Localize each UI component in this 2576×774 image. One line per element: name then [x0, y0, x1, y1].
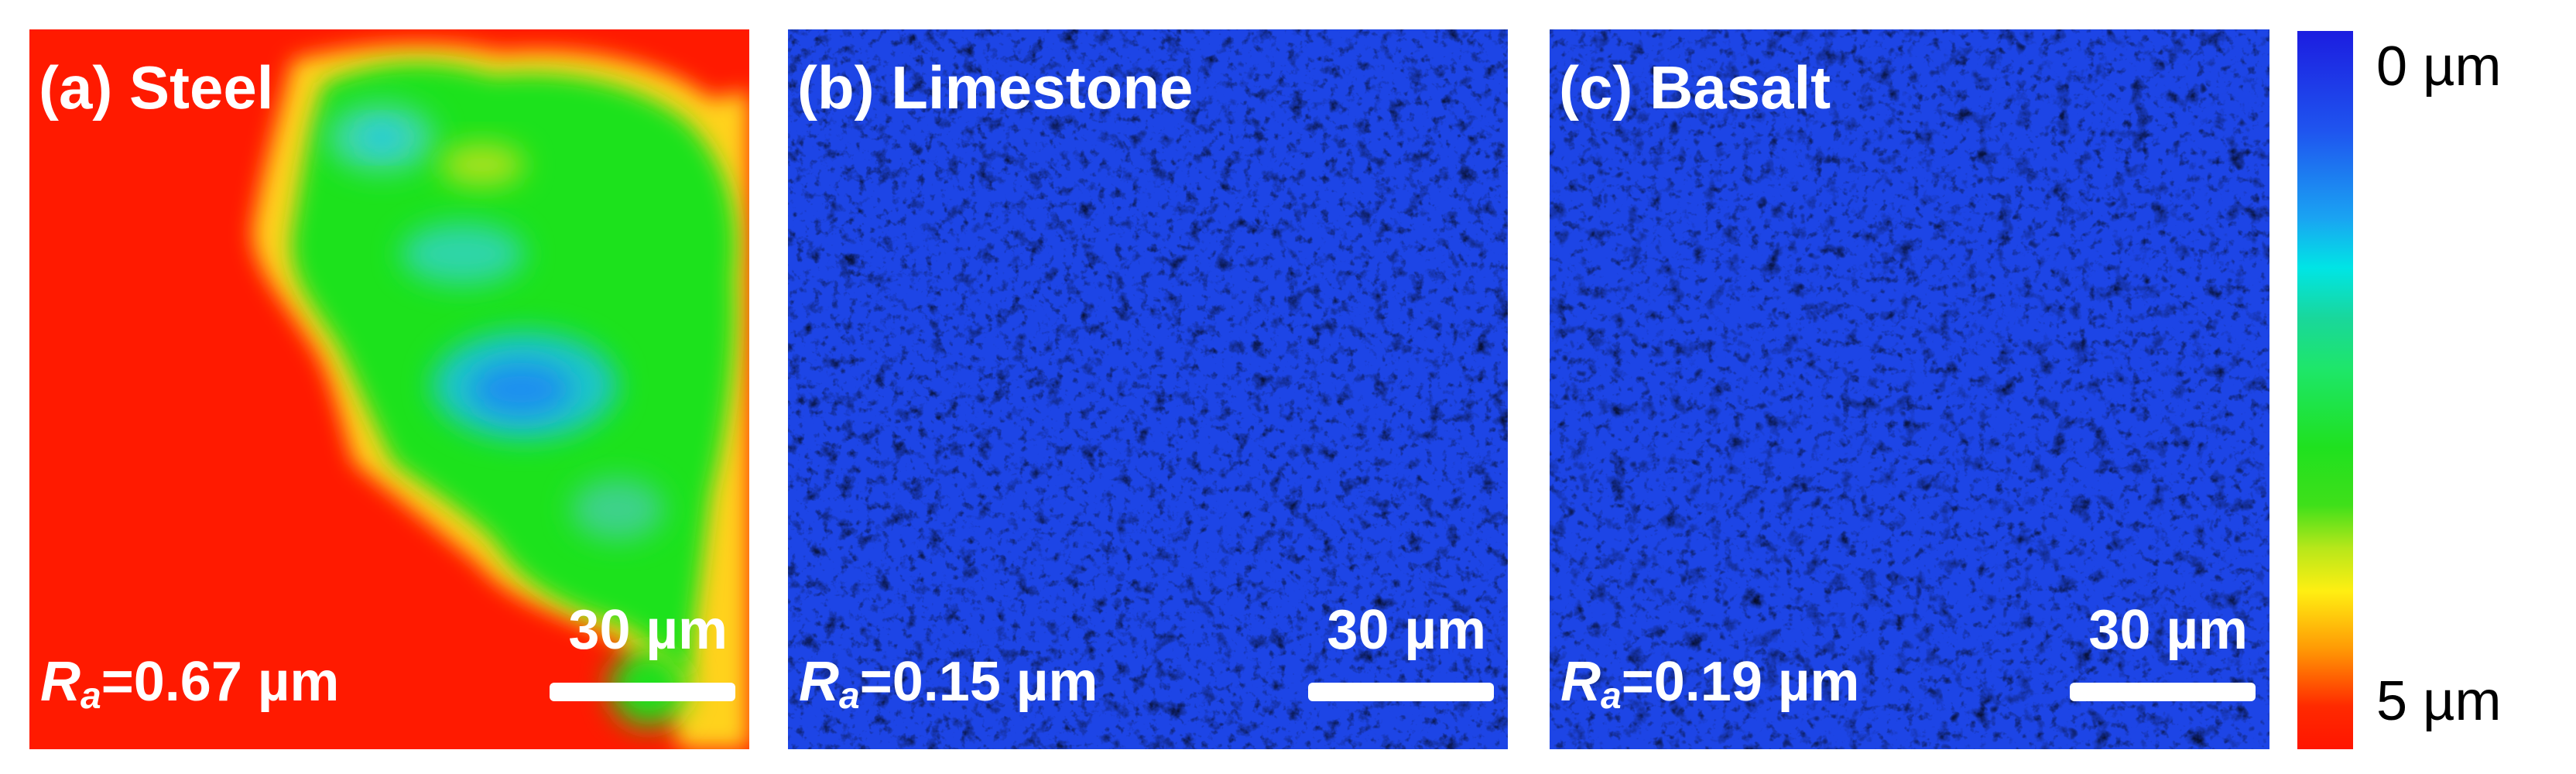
colorbar-top-label: 0 µm	[2376, 36, 2502, 98]
scale-bar-label-basalt: 30 µm	[2088, 599, 2248, 661]
basalt-surface-image	[1550, 29, 2269, 749]
height-colorbar	[2297, 31, 2353, 749]
limestone-surface-image	[788, 29, 1508, 749]
steel-height-map: (a) Steel Ra=0.67 µm 30 µm	[29, 29, 749, 749]
scale-bar-label-steel: 30 µm	[568, 599, 728, 661]
scale-bar-steel	[550, 683, 735, 701]
ra-value-basalt: Ra=0.19 µm	[1560, 651, 1860, 717]
colorbar-bottom-label: 5 µm	[2376, 670, 2502, 732]
basalt-height-map: (c) Basalt Ra=0.19 µm 30 µm	[1550, 29, 2269, 749]
ra-value-steel: Ra=0.67 µm	[40, 651, 340, 717]
steel-surface-image	[29, 29, 749, 749]
panel-label-steel: (a) Steel	[39, 53, 274, 122]
panel-label-limestone: (b) Limestone	[797, 53, 1194, 122]
ra-value-limestone: Ra=0.15 µm	[799, 651, 1098, 717]
scale-bar-label-limestone: 30 µm	[1327, 599, 1486, 661]
scale-bar-limestone	[1308, 683, 1494, 701]
limestone-height-map: (b) Limestone Ra=0.15 µm 30 µm	[788, 29, 1508, 749]
panel-label-basalt: (c) Basalt	[1559, 53, 1831, 122]
scale-bar-basalt	[2070, 683, 2256, 701]
